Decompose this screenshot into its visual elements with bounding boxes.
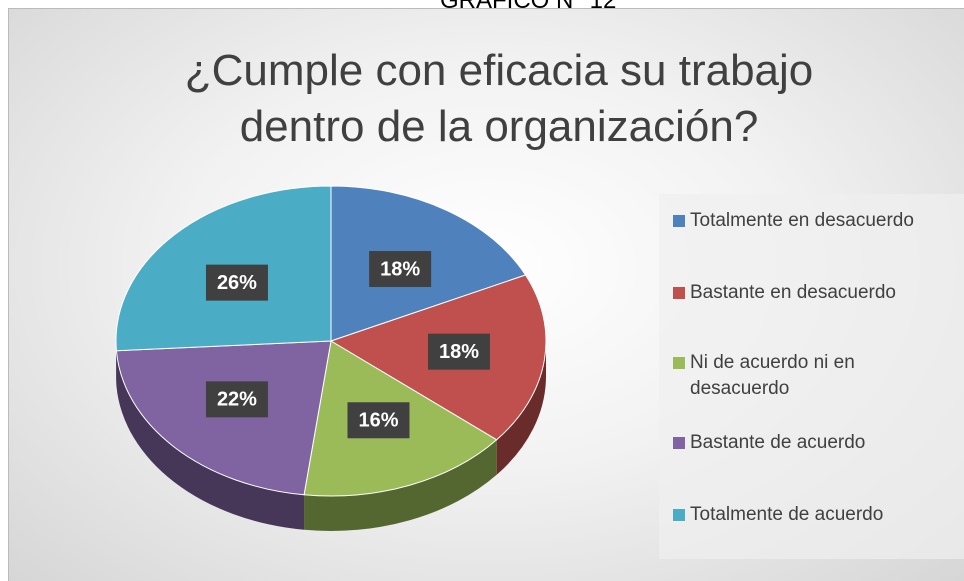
- legend-entry: Bastante de acuerdo: [673, 430, 953, 456]
- legend: Totalmente en desacuerdo Bastante en desa…: [659, 194, 964, 559]
- legend-label: Totalmente de acuerdo: [690, 502, 953, 528]
- legend-entry: Bastante en desacuerdo: [673, 280, 953, 306]
- legend-swatch: [673, 509, 685, 521]
- legend-entry: Totalmente en desacuerdo: [673, 208, 953, 234]
- legend-swatch: [673, 287, 685, 299]
- legend-label: Bastante en desacuerdo: [690, 280, 953, 306]
- data-label: 26%: [217, 272, 257, 294]
- legend-entry: Totalmente de acuerdo: [673, 502, 953, 528]
- legend-swatch: [673, 215, 685, 227]
- slice: [116, 341, 331, 495]
- chart-area: ¿Cumple con eficacia su trabajo dentro d…: [8, 8, 964, 581]
- legend-swatch: [673, 357, 685, 369]
- data-label: 18%: [380, 258, 420, 280]
- data-label: 16%: [358, 410, 398, 432]
- legend-label: Totalmente en desacuerdo: [690, 208, 953, 234]
- legend-label: Bastante de acuerdo: [690, 430, 953, 456]
- legend-swatch: [673, 437, 685, 449]
- data-label: 22%: [217, 389, 257, 411]
- legend-label: Ni de acuerdo ni en desacuerdo: [690, 350, 890, 402]
- legend-entry: Ni de acuerdo ni en desacuerdo: [673, 350, 953, 402]
- data-label: 18%: [439, 341, 479, 363]
